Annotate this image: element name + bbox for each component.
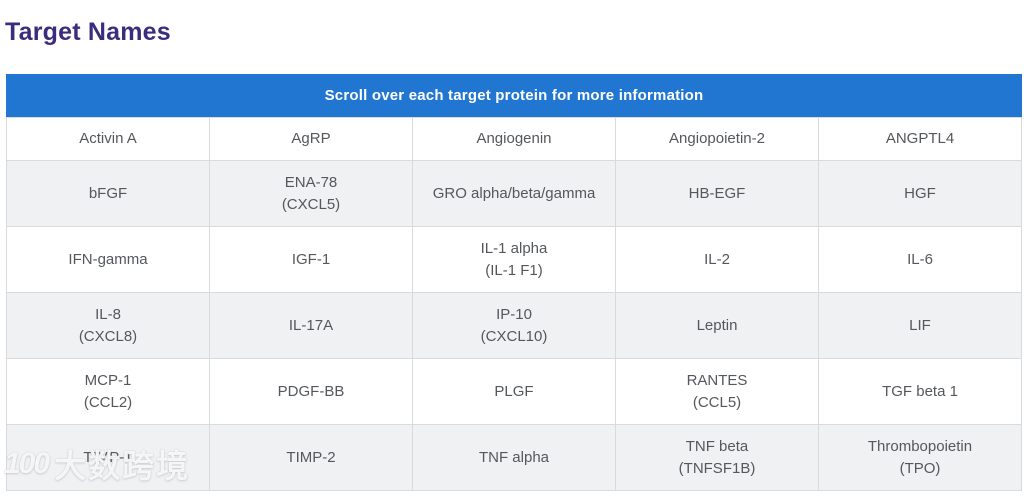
target-protein-cell[interactable]: Activin A — [6, 117, 210, 161]
table-row: Activin A AgRP Angiogenin Angiopoietin-2 ANG… — [6, 117, 1022, 161]
target-protein-cell[interactable]: IL-6 — [818, 226, 1022, 293]
target-protein-cell[interactable]: Angiopoietin-2 — [615, 117, 819, 161]
target-protein-cell[interactable]: Leptin — [615, 292, 819, 359]
target-protein-cell[interactable]: AgRP — [209, 117, 413, 161]
target-protein-cell[interactable]: IP-10 (CXCL10) — [412, 292, 616, 359]
target-protein-cell[interactable]: HB-EGF — [615, 160, 819, 227]
target-protein-cell[interactable]: bFGF — [6, 160, 210, 227]
target-table-body: Activin A AgRP Angiogenin Angiopoietin-2 ANG… — [6, 117, 1022, 491]
target-protein-cell[interactable]: PLGF — [412, 358, 616, 425]
target-protein-cell[interactable]: MCP-1 (CCL2) — [6, 358, 210, 425]
table-row: bFGF ENA-78 (CXCL5) GRO alpha/beta/gamma HB… — [6, 160, 1022, 227]
target-protein-cell[interactable]: IGF-1 — [209, 226, 413, 293]
target-names-table: Scroll over each target protein for more… — [6, 74, 1022, 491]
target-protein-cell[interactable]: Thrombopoietin (TPO) — [818, 424, 1022, 491]
target-protein-cell[interactable]: TIMP-2 — [209, 424, 413, 491]
target-table: Activin A AgRP Angiogenin Angiopoietin-2 ANG… — [6, 117, 1022, 491]
target-protein-cell[interactable]: PDGF-BB — [209, 358, 413, 425]
target-protein-cell[interactable]: ENA-78 (CXCL5) — [209, 160, 413, 227]
target-protein-cell[interactable]: HGF — [818, 160, 1022, 227]
target-protein-cell[interactable]: ANGPTL4 — [818, 117, 1022, 161]
target-protein-cell[interactable]: IL-1 alpha (IL-1 F1) — [412, 226, 616, 293]
table-row: TIMP-1 TIMP-2 TNF alpha TNF beta (TNFSF1B) T… — [6, 424, 1022, 491]
target-protein-cell[interactable]: IL-2 — [615, 226, 819, 293]
target-protein-cell[interactable]: IL-8 (CXCL8) — [6, 292, 210, 359]
table-row: IFN-gamma IGF-1 IL-1 alpha (IL-1 F1) IL-2 IL… — [6, 226, 1022, 293]
target-protein-cell[interactable]: TGF beta 1 — [818, 358, 1022, 425]
target-protein-cell[interactable]: TIMP-1 — [6, 424, 210, 491]
table-row: MCP-1 (CCL2) PDGF-BB PLGF RANTES (CCL5) TGF … — [6, 358, 1022, 425]
target-protein-cell[interactable]: IL-17A — [209, 292, 413, 359]
target-protein-cell[interactable]: LIF — [818, 292, 1022, 359]
page-title: Target Names — [5, 18, 171, 46]
table-row: IL-8 (CXCL8) IL-17A IP-10 (CXCL10) Leptin LI… — [6, 292, 1022, 359]
target-protein-cell[interactable]: IFN-gamma — [6, 226, 210, 293]
target-protein-cell[interactable]: TNF beta (TNFSF1B) — [615, 424, 819, 491]
target-protein-cell[interactable]: GRO alpha/beta/gamma — [412, 160, 616, 227]
target-protein-cell[interactable]: TNF alpha — [412, 424, 616, 491]
table-header-banner: Scroll over each target protein for more… — [6, 74, 1022, 117]
target-protein-cell[interactable]: RANTES (CCL5) — [615, 358, 819, 425]
target-protein-cell[interactable]: Angiogenin — [412, 117, 616, 161]
